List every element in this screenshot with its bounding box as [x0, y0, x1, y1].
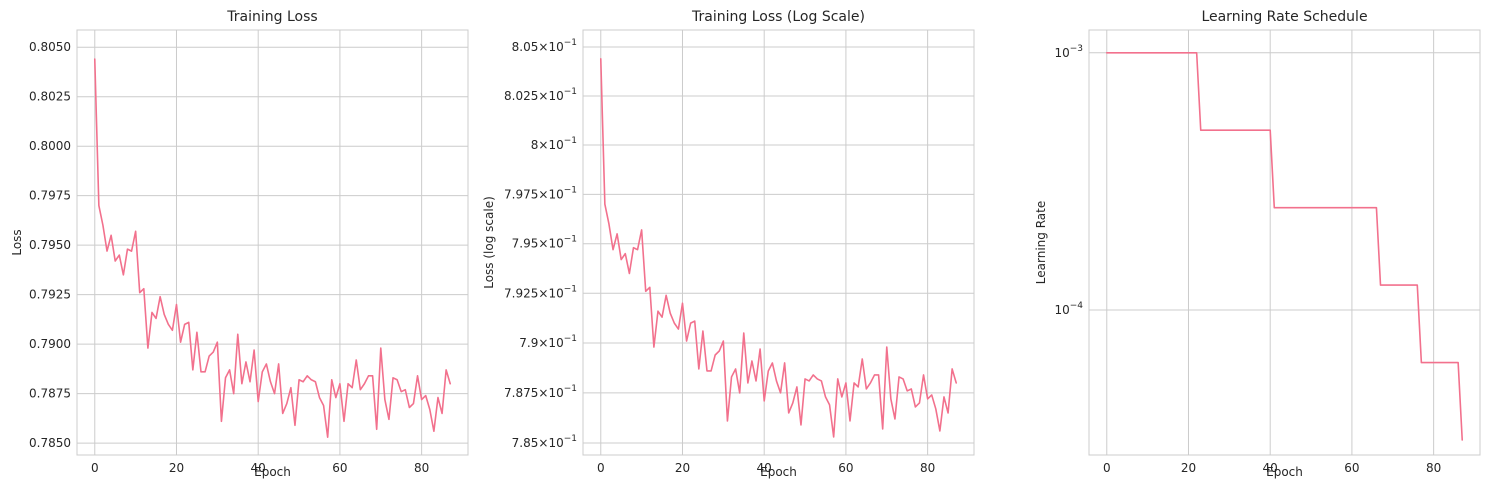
log-loss-chart-ylabel: Loss (log scale): [482, 196, 496, 289]
loss-chart-panel: 0 20 40 60 80 0.7850 0.7875 0.7900 0.7925 0.7950 0…: [10, 9, 469, 479]
loss-chart-grid: [77, 30, 468, 455]
log-loss-chart-series-line: [599, 57, 958, 438]
lr-chart-xlabel: Epoch: [1266, 465, 1303, 479]
loss-chart-xtick-label: 80: [414, 461, 429, 475]
log-loss-chart-xtick-label: 20: [675, 461, 690, 475]
lr-chart-grid: [1089, 30, 1480, 455]
log-loss-chart-ytick-label: 8×10−1: [531, 136, 577, 152]
log-loss-chart-ytick-label: 7.9×10−1: [519, 334, 577, 350]
log-loss-chart-ytick-label: 7.925×10−1: [504, 284, 577, 300]
log-loss-chart-xlabel: Epoch: [760, 465, 797, 479]
loss-chart-ylabel: Loss: [10, 229, 24, 255]
lr-chart-xtick-label: 0: [1103, 461, 1111, 475]
loss-chart-ytick-label: 0.7850: [29, 436, 71, 450]
log-loss-chart-ytick-label: 8.05×10−1: [512, 38, 577, 54]
lr-chart-ytick-label: 10−4: [1054, 301, 1083, 317]
lr-chart-frame: [1088, 29, 1481, 456]
log-loss-chart-xtick-label: 40: [757, 461, 772, 475]
log-loss-chart-ytick-label: 7.975×10−1: [504, 185, 577, 201]
loss-chart-xtick-label: 20: [169, 461, 184, 475]
loss-chart-ytick-label: 0.7975: [29, 189, 71, 203]
log-loss-chart-series: [599, 57, 958, 438]
log-loss-chart-frame: [582, 29, 975, 456]
lr-chart-xtick-label: 80: [1426, 461, 1441, 475]
loss-chart-xlabel: Epoch: [254, 465, 291, 479]
log-loss-chart-xtick-label: 60: [838, 461, 853, 475]
loss-chart-ytick-label: 0.7925: [29, 288, 71, 302]
loss-chart-ytick-label: 0.8025: [29, 90, 71, 104]
log-loss-chart-xtick-label: 80: [920, 461, 935, 475]
loss-chart-ticks: 0 20 40 60 80 0.7850 0.7875 0.7900 0.7925 0.7950 0…: [29, 40, 429, 475]
loss-chart-series: [93, 58, 452, 438]
log-loss-chart-title: Training Loss (Log Scale): [691, 9, 865, 25]
loss-chart-series-line: [93, 58, 452, 438]
log-loss-chart-panel: 0 20 40 60 80 7.85×10−1 7.875×10−1 7.9×10−1 7.92…: [482, 9, 975, 479]
lr-chart-ticks: 0 20 40 60 80 10−3 10−4: [1054, 44, 1441, 475]
lr-chart-series: [1105, 51, 1464, 441]
log-loss-chart-ytick-label: 8.025×10−1: [504, 87, 577, 103]
lr-chart-panel: 0 20 40 60 80 10−3 10−4 Learning Rate Schedule…: [1034, 9, 1481, 479]
loss-chart-xtick-label: 60: [332, 461, 347, 475]
loss-chart-ytick-label: 0.7950: [29, 238, 71, 252]
lr-chart-ytick-label: 10−3: [1054, 44, 1083, 60]
loss-chart-xtick-label: 40: [251, 461, 266, 475]
log-loss-chart-grid: [583, 30, 974, 455]
loss-chart-ytick-label: 0.8050: [29, 40, 71, 54]
lr-chart-xtick-label: 20: [1181, 461, 1196, 475]
lr-chart-title: Learning Rate Schedule: [1201, 9, 1367, 25]
lr-chart-xtick-label: 60: [1344, 461, 1359, 475]
log-loss-chart-xtick-label: 0: [597, 461, 605, 475]
loss-chart-frame: [76, 29, 469, 456]
lr-chart-series-line: [1105, 51, 1464, 441]
log-loss-chart-ytick-label: 7.95×10−1: [512, 235, 577, 251]
loss-chart-ytick-label: 0.8000: [29, 139, 71, 153]
loss-chart-ytick-label: 0.7900: [29, 337, 71, 351]
log-loss-chart-ticks: 0 20 40 60 80 7.85×10−1 7.875×10−1 7.9×10−1 7.92…: [504, 38, 935, 475]
lr-chart-ylabel: Learning Rate: [1034, 201, 1048, 284]
log-loss-chart-ytick-label: 7.875×10−1: [504, 384, 577, 400]
loss-chart-xtick-label: 0: [91, 461, 99, 475]
log-loss-chart-ytick-label: 7.85×10−1: [512, 434, 577, 450]
loss-chart-ytick-label: 0.7875: [29, 387, 71, 401]
lr-chart-xtick-label: 40: [1263, 461, 1278, 475]
loss-chart-title: Training Loss: [226, 9, 317, 25]
